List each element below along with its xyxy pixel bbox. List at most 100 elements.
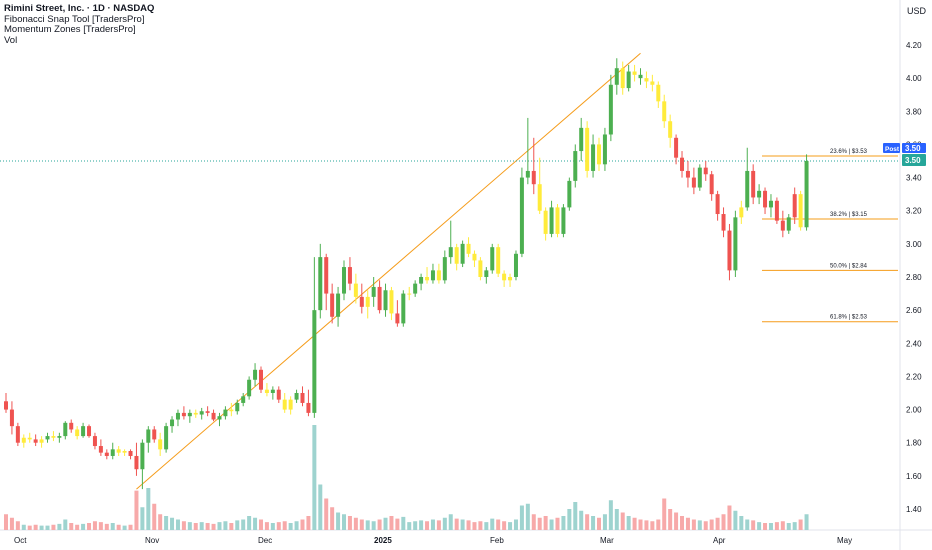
candle-body — [258, 369, 263, 390]
candle-body — [170, 419, 175, 427]
volume-bar — [413, 521, 418, 530]
indicator-momentum-zones[interactable]: Momentum Zones [TradersPro] — [4, 24, 136, 35]
volume-bar — [774, 522, 779, 530]
candle-body — [383, 290, 388, 311]
volume-bar — [419, 520, 424, 530]
candle-body — [804, 161, 809, 228]
candle-body — [27, 437, 32, 440]
volume-bar — [383, 517, 388, 530]
price-tick-label: 3.20 — [906, 207, 922, 216]
candle-body — [680, 157, 685, 171]
volume-bar — [282, 521, 287, 530]
candle-body — [715, 194, 720, 215]
candle-body — [4, 401, 8, 410]
post-badge-tag — [883, 143, 900, 153]
volume-bar — [264, 522, 269, 530]
volume-bar — [39, 525, 44, 530]
candle-body — [685, 170, 690, 178]
indicator-volume[interactable]: Vol — [4, 34, 18, 46]
candle-body — [21, 437, 26, 443]
volume-bar — [597, 517, 601, 530]
candle-body — [110, 449, 115, 456]
volume-bar — [780, 521, 785, 530]
candle-body — [116, 449, 121, 453]
chart-legend: Rimini Street, Inc. · 1D · NASDAQ Fibona… — [4, 3, 155, 46]
candle-body — [780, 220, 785, 231]
candle-body — [697, 167, 702, 188]
volume-bar — [4, 514, 8, 530]
volume-bar — [602, 514, 607, 530]
post-badge-label: Post — [885, 146, 900, 153]
price-axis[interactable]: 4.204.003.803.603.403.203.002.802.602.40… — [906, 41, 922, 514]
candle-body — [122, 451, 127, 453]
volume-bar — [146, 488, 151, 530]
candle-body — [472, 253, 477, 261]
candle-body — [460, 243, 465, 264]
candle-body — [128, 451, 133, 456]
time-tick-label: Dec — [258, 536, 272, 545]
candle-body — [253, 369, 258, 380]
price-tick-label: 4.20 — [906, 41, 922, 50]
candle-body — [745, 170, 750, 208]
symbol-title[interactable]: Rimini Street, Inc. · 1D · NASDAQ — [4, 3, 155, 14]
time-tick-label: Oct — [14, 536, 27, 545]
candle-body — [63, 422, 68, 437]
candle-body — [466, 243, 471, 254]
time-axis[interactable]: Oct Nov Dec 2025 Feb Mar Apr May — [14, 536, 852, 545]
volume-bar — [561, 516, 566, 530]
candle-body — [152, 429, 157, 440]
indicator-fibonacci[interactable]: Fibonacci Snap Tool [TradersPro] — [4, 13, 145, 25]
volume-bar — [407, 522, 412, 530]
currency-label[interactable]: USD — [906, 6, 926, 16]
candle-body — [282, 399, 287, 410]
volume-bar — [45, 525, 50, 530]
candle-body — [69, 422, 74, 430]
candle-body — [270, 389, 275, 393]
candle-body — [9, 409, 14, 427]
candle-body — [739, 207, 744, 218]
candle-body — [336, 293, 341, 317]
volume-bar — [122, 525, 127, 530]
volume-bar — [703, 521, 708, 530]
volume-bar — [223, 521, 228, 530]
volume-bar — [525, 503, 530, 530]
volume-bar — [751, 520, 756, 530]
volume-bar — [110, 523, 115, 530]
volume-bar — [442, 517, 447, 530]
candle-body — [602, 134, 607, 165]
fib-level-label: 50.0% | $2.84 — [830, 263, 868, 269]
volume-bar — [170, 517, 175, 530]
volume-bar — [140, 507, 145, 530]
price-tick-label: 3.40 — [906, 174, 922, 183]
candle-body — [668, 121, 673, 138]
price-tick-label: 1.40 — [906, 505, 922, 514]
price-tick-label: 2.00 — [906, 406, 922, 415]
candle-body — [187, 412, 192, 417]
volume-bar — [430, 519, 435, 530]
trend-line-layer — [136, 52, 641, 490]
volume-bar — [745, 519, 750, 530]
volume-bar — [306, 516, 311, 530]
volume-bar — [454, 518, 459, 530]
volume-bar — [715, 517, 720, 530]
candle-body — [104, 452, 109, 456]
candle-body — [247, 379, 252, 397]
candle-body — [597, 144, 601, 165]
price-tick-label: 1.60 — [906, 472, 922, 481]
candle-body — [585, 127, 590, 171]
candle-body — [51, 436, 56, 438]
candle-body — [549, 207, 554, 234]
time-tick-label: 2025 — [374, 536, 392, 545]
volume-bar — [33, 524, 38, 530]
volume-bar — [537, 517, 542, 530]
volume-bar — [543, 516, 548, 530]
volume-bar — [211, 523, 216, 530]
candle-body — [430, 270, 435, 281]
volume-bar — [727, 505, 732, 530]
volume-bar — [608, 500, 613, 530]
candle-body — [490, 247, 495, 271]
candle-body — [347, 267, 352, 284]
trend-line — [136, 52, 641, 490]
price-tick-label: 2.40 — [906, 339, 922, 348]
